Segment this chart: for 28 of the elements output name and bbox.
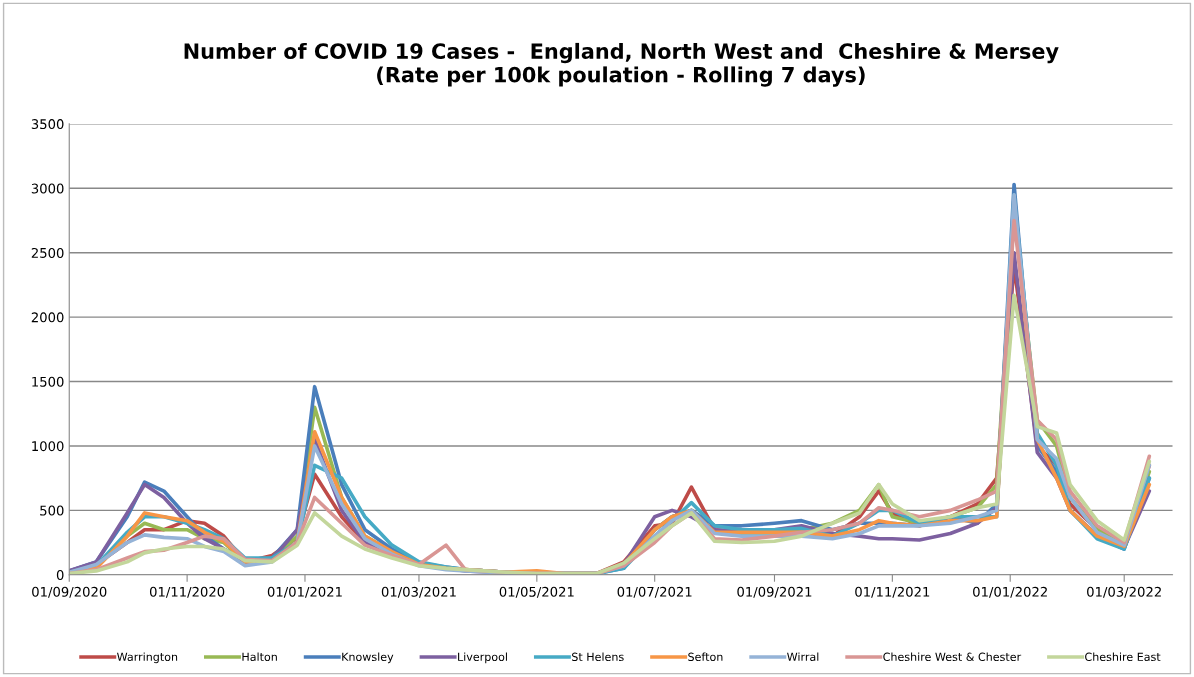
x-tick-label: 01/01/2022: [973, 586, 1047, 598]
y-tick-label: 2500: [31, 247, 64, 258]
x-tick-label: 01/01/2021: [267, 586, 342, 598]
y-tick-label: 0: [56, 569, 64, 580]
legend-label: Knowsley: [342, 652, 394, 664]
legend-label: Liverpool: [458, 652, 507, 664]
legend-label: St Helens: [572, 652, 624, 662]
y-tick-label: 1000: [32, 441, 64, 452]
x-tick-label: 01/03/2021: [381, 586, 456, 598]
legend-label: Sefton: [688, 652, 723, 662]
x-tick-label: 01/11/2020: [149, 586, 225, 598]
legend-label: Halton: [242, 652, 277, 662]
y-tick-label: 3500: [31, 119, 64, 130]
x-tick-label: 01/09/2021: [737, 586, 812, 598]
legend-label: Cheshire West & Chester: [883, 652, 1022, 662]
x-tick-label: 01/07/2021: [617, 586, 692, 598]
y-tick-label: 500: [40, 505, 64, 516]
y-tick-label: 1500: [32, 376, 64, 387]
y-tick-label: 2000: [31, 312, 64, 323]
legend-label: Warrington: [117, 652, 178, 664]
chart-title: Number of COVID 19 Cases - England, North West and Cheshire & Mersey (Rate per 100k poulation - Rolling 7 days): [184, 42, 1059, 87]
x-tick-label: 01/05/2021: [499, 586, 574, 598]
x-tick-label: 01/03/2022: [1087, 586, 1161, 598]
y-tick-label: 3000: [31, 183, 64, 194]
legend-label: Wirral: [787, 652, 819, 662]
x-tick-label: 01/09/2020: [32, 586, 107, 598]
x-tick-label: 01/11/2021: [855, 586, 930, 598]
legend-label: Cheshire East: [1085, 652, 1161, 662]
